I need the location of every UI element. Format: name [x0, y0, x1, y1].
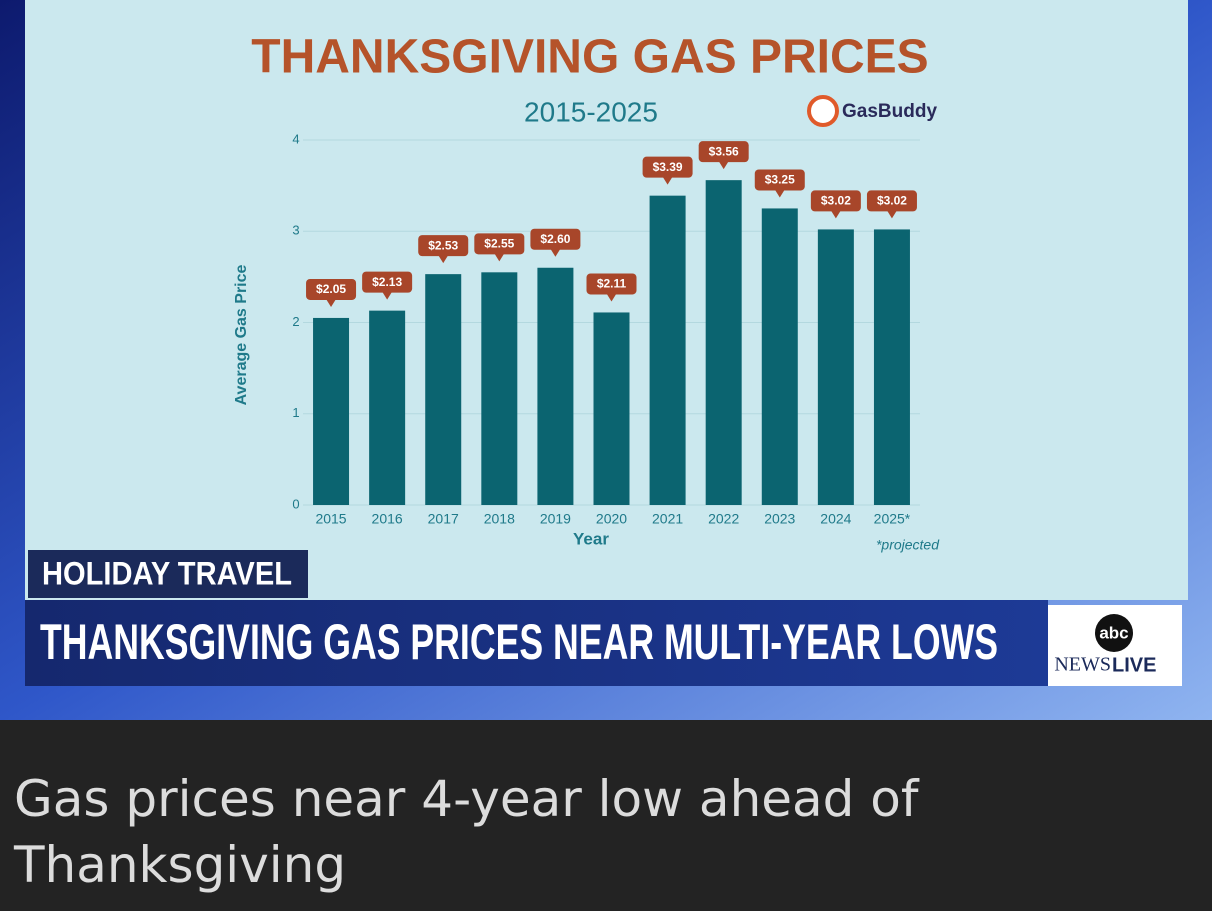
value-label-pointer — [662, 176, 673, 185]
headline: THANKSGIVING GAS PRICES NEAR MULTI-YEAR … — [40, 614, 998, 670]
y-axis-label: Average Gas Price — [233, 264, 250, 405]
chart-subtitle: 2015-2025 — [524, 96, 658, 127]
value-label: $3.25 — [765, 173, 795, 187]
value-label-pointer — [382, 291, 393, 300]
x-tick-label: 2015 — [315, 511, 346, 527]
bar — [817, 229, 854, 506]
x-tick-label: 2016 — [372, 511, 403, 527]
value-label-box — [362, 271, 413, 293]
x-tick-label: 2018 — [484, 511, 515, 527]
bar — [761, 208, 798, 505]
value-label-box — [698, 141, 749, 163]
value-label: $2.53 — [428, 238, 458, 252]
value-label-box — [418, 235, 469, 257]
value-label: $2.11 — [597, 277, 627, 291]
y-tick-label: 4 — [292, 131, 299, 146]
value-label-box — [866, 190, 917, 212]
chart-title: THANKSGIVING GAS PRICES — [251, 31, 928, 84]
bar — [649, 195, 686, 505]
chart-note: *projected — [876, 537, 940, 553]
x-tick-label: 2022 — [708, 511, 739, 527]
x-tick-label: 2021 — [652, 511, 683, 527]
value-label-box — [642, 156, 693, 178]
value-label: $2.60 — [540, 232, 570, 246]
y-tick-label: 0 — [292, 496, 299, 511]
value-label-pointer — [606, 293, 617, 302]
bar — [313, 317, 350, 505]
value-label: $2.55 — [484, 236, 514, 250]
brand-name: GasBuddy — [842, 101, 937, 122]
value-label-box — [810, 190, 861, 212]
value-label-box — [754, 169, 805, 191]
video-frame: THANKSGIVING GAS PRICES 2015-2025 GasBud… — [0, 0, 1212, 720]
y-tick-label: 2 — [292, 314, 299, 329]
tag-text: HOLIDAY TRAVEL — [42, 555, 292, 591]
value-label-pointer — [774, 189, 785, 198]
bar — [369, 310, 406, 505]
value-label: $3.02 — [877, 194, 907, 208]
x-tick-label: 2017 — [428, 511, 459, 527]
headline-band — [25, 600, 1048, 686]
y-tick-label: 1 — [292, 405, 299, 420]
value-label-pointer — [550, 248, 561, 257]
plot: 0 1 2 3 4 2015 $2.05 2016 $2.13 2017 $2.53 2018 $2.5… — [292, 131, 920, 527]
value-label-box — [306, 278, 357, 300]
value-label: $2.13 — [372, 275, 402, 289]
bar — [537, 267, 574, 505]
x-tick-label: 2019 — [540, 511, 571, 527]
bar — [481, 272, 518, 505]
value-label-pointer — [326, 298, 337, 307]
value-label-pointer — [494, 253, 505, 262]
logo-circle — [1095, 614, 1133, 652]
value-label: $3.02 — [821, 194, 851, 208]
value-label: $3.56 — [709, 144, 739, 158]
x-tick-label: 2023 — [764, 511, 795, 527]
x-tick-label: 2020 — [596, 511, 627, 527]
y-tick-label: 3 — [292, 223, 299, 238]
value-label-pointer — [830, 210, 841, 219]
tag-box — [28, 550, 308, 598]
x-axis-label: Year — [573, 529, 609, 548]
caption: Gas prices near 4-year low ahead of Than… — [14, 770, 919, 894]
bar — [705, 180, 742, 505]
value-label: $3.39 — [653, 160, 683, 174]
logo-live: LIVE — [1112, 654, 1156, 676]
value-label-pointer — [886, 210, 897, 219]
value-label-box — [586, 273, 637, 295]
logo-news: NEWS — [1054, 654, 1111, 676]
value-label-box — [530, 228, 581, 250]
value-label-pointer — [718, 161, 729, 170]
value-label-box — [474, 233, 525, 255]
logo-top: abc — [1099, 623, 1128, 642]
brand-icon — [807, 95, 839, 127]
value-label: $2.05 — [316, 282, 346, 296]
bar — [425, 274, 462, 505]
x-tick-label: 2025* — [874, 511, 911, 527]
x-tick-label: 2024 — [820, 511, 851, 527]
bar — [873, 229, 910, 506]
bar — [593, 312, 630, 505]
value-label-pointer — [438, 255, 449, 264]
